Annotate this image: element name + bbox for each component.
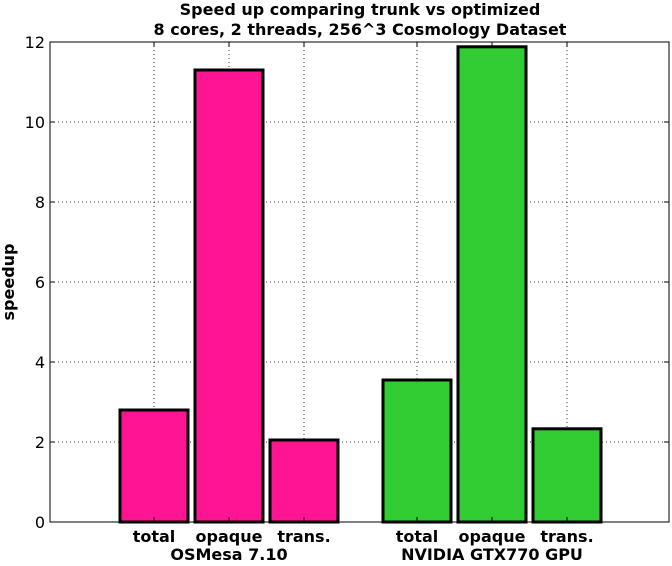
category-label: opaque <box>459 527 526 546</box>
y-tick-label: 2 <box>35 433 45 452</box>
chart-subtitle: 8 cores, 2 threads, 256^3 Cosmology Data… <box>154 20 567 39</box>
ticks-layer <box>50 41 669 523</box>
chart-title: Speed up comparing trunk vs optimized <box>180 0 541 19</box>
y-tick-label: 6 <box>35 273 45 292</box>
y-tick-label: 8 <box>35 193 45 212</box>
bar <box>531 427 603 524</box>
category-label: total <box>133 527 176 546</box>
category-label: opaque <box>196 527 263 546</box>
labels-layer: 0 2 4 6 8 10 12 total opaque trans. total opaque tra… <box>25 33 594 564</box>
bars-layer <box>118 45 603 524</box>
y-tick-label: 12 <box>25 33 45 52</box>
category-label: trans. <box>540 527 593 546</box>
bar <box>456 45 528 524</box>
y-tick-label: 0 <box>35 513 45 532</box>
y-tick-label: 4 <box>35 353 45 372</box>
category-label: trans. <box>277 527 330 546</box>
bar <box>268 438 340 524</box>
y-tick-label: 10 <box>25 113 45 132</box>
y-axis-label: speedup <box>0 244 18 321</box>
bar <box>381 378 453 524</box>
bar <box>193 68 265 524</box>
bar <box>118 408 190 524</box>
group-label: OSMesa 7.10 <box>170 545 287 564</box>
group-label: NVIDIA GTX770 GPU <box>401 545 583 564</box>
category-label: total <box>396 527 439 546</box>
